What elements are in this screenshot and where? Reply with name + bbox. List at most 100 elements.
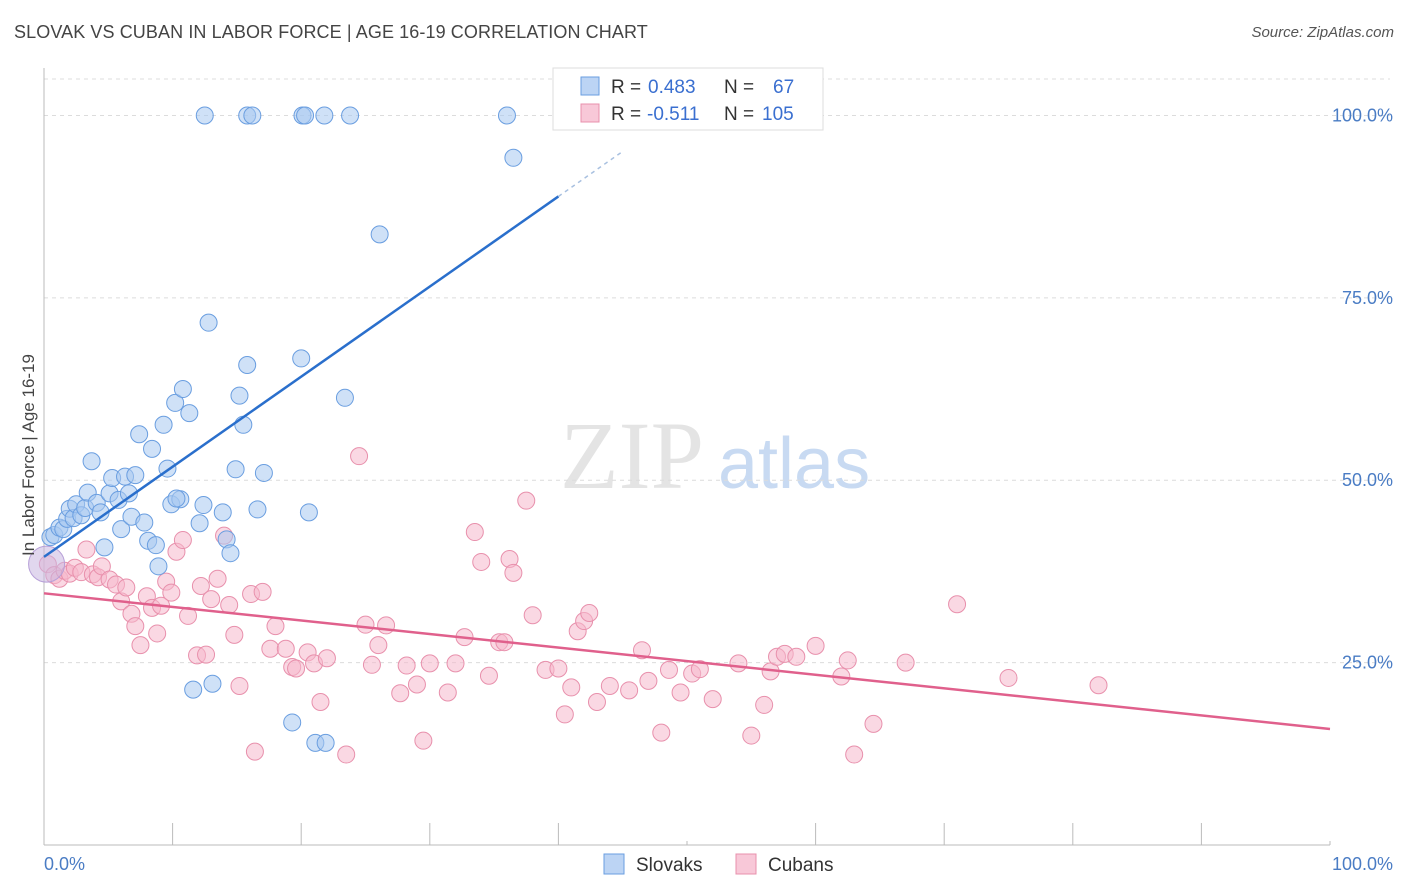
cuban-point — [420, 654, 439, 673]
cuban-point — [148, 624, 167, 643]
cuban-point — [287, 659, 306, 678]
cuban-point — [1089, 676, 1108, 695]
cuban-point — [632, 641, 651, 660]
cuban-point — [690, 660, 709, 679]
cuban-point — [369, 636, 388, 655]
cuban-point — [311, 693, 330, 712]
slovak-point — [166, 393, 185, 412]
data-points — [28, 106, 1108, 764]
slovak-point — [180, 404, 199, 423]
slovak-point — [292, 349, 311, 368]
cuban-point — [787, 647, 806, 666]
legend-cubans-r-label: R = — [611, 104, 641, 125]
cuban-point — [317, 649, 336, 668]
cubans-trend-line — [43, 592, 1331, 731]
slovaks-trend-extension — [557, 150, 624, 198]
watermark-atlas: atlas — [718, 424, 870, 504]
slovak-point — [213, 503, 232, 522]
cuban-point — [407, 675, 426, 694]
cuban-point — [864, 714, 883, 733]
cuban-point — [117, 578, 136, 597]
axes: 25.0% 50.0% 75.0% 100.0% — [43, 68, 1393, 846]
y-axis-label: In Labor Force | Age 16-19 — [19, 354, 38, 556]
cuban-point — [999, 668, 1018, 687]
cuban-point — [197, 645, 216, 664]
cuban-point — [253, 582, 272, 601]
legend-cubans-n-label: N = — [724, 104, 754, 125]
slovak-point — [341, 106, 360, 125]
cuban-point — [517, 491, 536, 510]
cuban-point — [703, 690, 722, 709]
legend-slovaks-r-value: 0.483 — [648, 77, 696, 98]
y-tick-label: 50.0% — [1342, 470, 1393, 490]
slovak-point — [248, 500, 267, 519]
slovak-point — [335, 388, 354, 407]
chart-title: SLOVAK VS CUBAN IN LABOR FORCE | AGE 16-… — [14, 22, 648, 42]
slovak-point — [130, 425, 149, 444]
slovak-point — [199, 313, 218, 332]
cuban-point — [162, 583, 181, 602]
slovaks-trend-line — [43, 195, 560, 558]
cuban-point — [225, 625, 244, 644]
slovak-point — [226, 460, 245, 479]
slovak-point — [370, 225, 389, 244]
slovak-point — [230, 386, 249, 405]
slovak-point — [95, 538, 114, 557]
slovak-point — [497, 106, 516, 125]
cuban-point — [77, 540, 96, 559]
slovak-point — [119, 484, 138, 503]
legend-slovaks-r-label: R = — [611, 77, 641, 98]
cuban-point — [465, 523, 484, 542]
cuban-point — [838, 651, 857, 670]
cuban-point — [652, 723, 671, 742]
cuban-point — [438, 683, 457, 702]
slovak-point — [190, 514, 209, 533]
cuban-point — [845, 745, 864, 764]
cuban-point — [126, 617, 145, 636]
slovak-point — [299, 503, 318, 522]
cuban-point — [600, 676, 619, 695]
cuban-point — [472, 552, 491, 571]
cuban-point — [523, 606, 542, 625]
cuban-point — [659, 660, 678, 679]
bottom-legend: Slovaks Cubans — [603, 853, 834, 876]
cuban-point — [245, 742, 264, 761]
cuban-point — [414, 731, 433, 750]
cuban-point — [504, 563, 523, 582]
cuban-point — [377, 616, 396, 635]
cuban-point — [230, 676, 249, 695]
cuban-point — [549, 659, 568, 678]
cuban-point — [391, 684, 410, 703]
cuban-point — [896, 653, 915, 672]
bottom-legend-cubans-swatch — [735, 853, 757, 875]
cuban-point — [173, 531, 192, 550]
y-tick-label: 100.0% — [1332, 105, 1393, 125]
slovak-point — [296, 106, 315, 125]
slovak-point — [143, 439, 162, 458]
cuban-point — [639, 671, 658, 690]
cuban-point — [220, 595, 239, 614]
legend-cubans-r-value: -0.511 — [647, 104, 699, 125]
legend-slovaks-n-value: 67 — [773, 77, 794, 98]
slovak-point — [234, 415, 253, 434]
cuban-point — [729, 654, 748, 673]
cuban-point — [948, 595, 967, 614]
slovak-point — [283, 713, 302, 732]
slovak-point — [184, 680, 203, 699]
y-tick-label: 25.0% — [1342, 653, 1393, 673]
cuban-point — [208, 569, 227, 588]
slovak-point — [154, 415, 173, 434]
top-legend: R = 0.483 N = 67 R = -0.511 N = 105 — [552, 67, 824, 131]
cuban-point — [587, 693, 606, 712]
cuban-point — [620, 681, 639, 700]
slovak-point — [195, 106, 214, 125]
slovak-point — [221, 544, 240, 563]
cuban-point — [276, 639, 295, 658]
slovak-point — [238, 355, 257, 374]
cuban-point — [362, 655, 381, 674]
slovak-point — [112, 520, 131, 539]
cuban-point — [742, 726, 761, 745]
slovak-point — [126, 466, 145, 485]
slovak-point — [135, 513, 154, 532]
